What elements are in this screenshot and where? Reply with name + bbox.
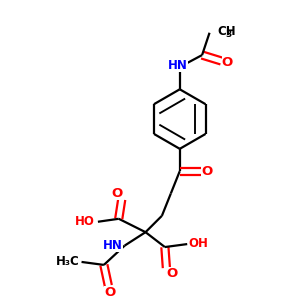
- Text: O: O: [222, 56, 233, 69]
- Text: O: O: [112, 187, 123, 200]
- Text: HO: HO: [75, 215, 95, 228]
- Text: CH: CH: [217, 25, 236, 38]
- Text: HN: HN: [103, 239, 123, 252]
- Text: 3: 3: [225, 30, 232, 39]
- Text: HN: HN: [168, 59, 188, 72]
- Text: OH: OH: [189, 237, 208, 250]
- Text: O: O: [202, 165, 213, 178]
- Text: H₃C: H₃C: [56, 254, 80, 268]
- Text: O: O: [104, 286, 116, 299]
- Text: O: O: [167, 267, 178, 280]
